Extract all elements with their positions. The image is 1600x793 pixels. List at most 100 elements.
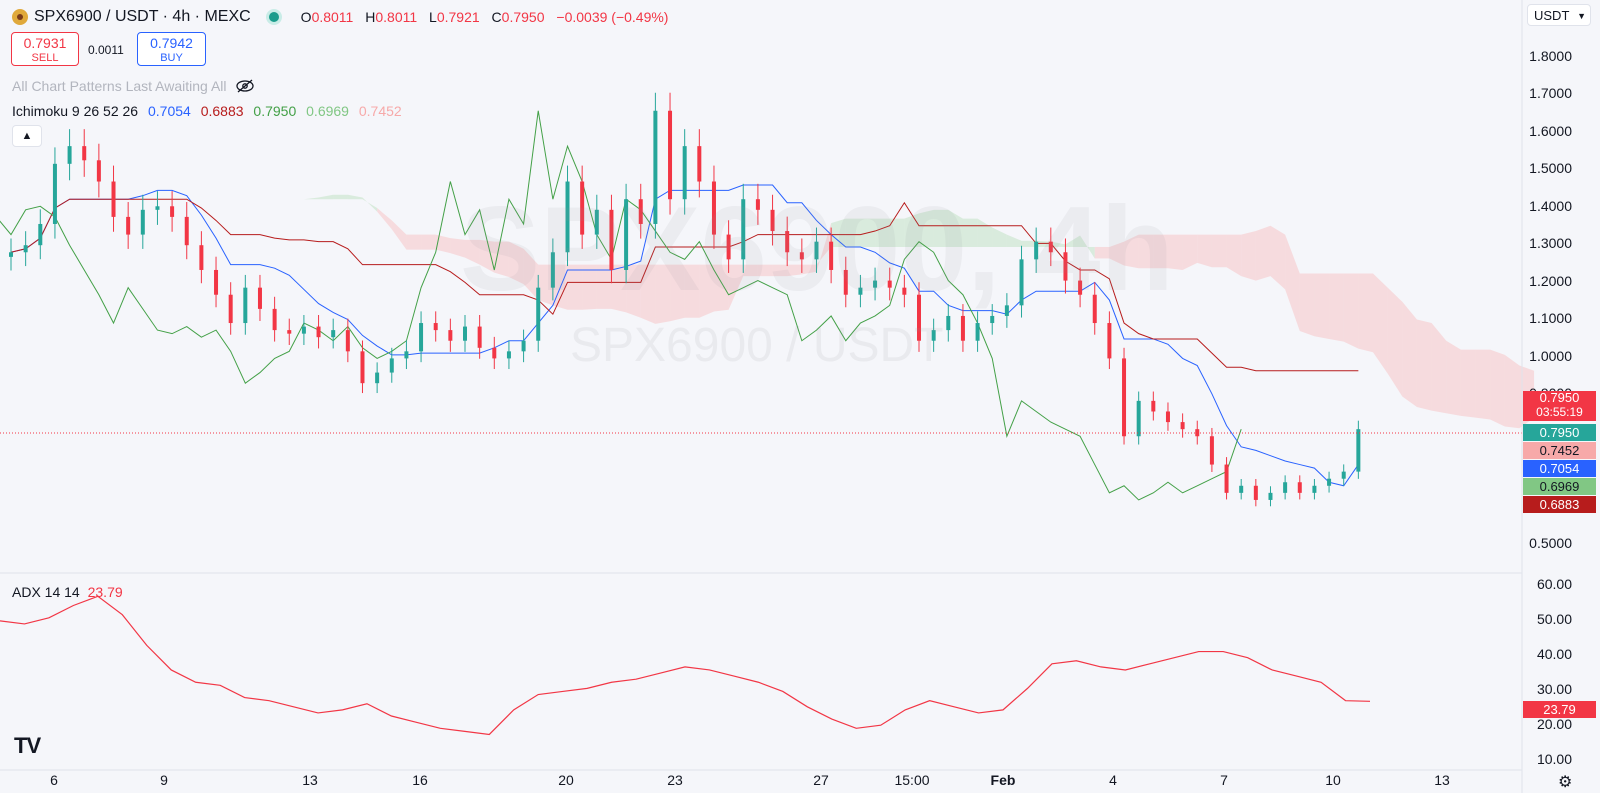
collapse-legend-button[interactable]: ▲: [12, 125, 42, 147]
tradingview-logo[interactable]: TV: [14, 733, 41, 758]
symbol-title[interactable]: SPX6900 / USDT · 4h · MEXC: [34, 8, 251, 25]
cloud-segment: [1182, 234, 1198, 270]
cloud-segment: [538, 264, 553, 306]
candle: [155, 206, 160, 210]
candle: [506, 351, 511, 359]
price-tick: 1.8000: [1529, 48, 1572, 64]
cloud-segment: [186, 248, 202, 253]
candle: [1253, 485, 1258, 500]
candle: [463, 326, 467, 341]
candle: [1180, 422, 1185, 430]
candle: [257, 287, 262, 309]
cloud-segment: [1329, 273, 1344, 342]
candle: [536, 287, 541, 341]
candle: [829, 241, 834, 270]
ichimoku-legend[interactable]: Ichimoku 9 26 52 26 0.7054 0.6883 0.7950…: [12, 103, 402, 119]
candle: [67, 146, 72, 164]
candle: [126, 216, 131, 235]
cloud-segment: [640, 264, 656, 324]
cloud-segment: [1416, 319, 1432, 411]
candle: [697, 146, 702, 182]
base-line: [10, 198, 1359, 372]
cloud-segment: [1460, 349, 1476, 418]
chevron-up-icon: ▲: [21, 130, 33, 142]
cloud-segment: [362, 197, 378, 212]
cloud-segment: [757, 264, 773, 277]
candle: [140, 209, 145, 235]
cloud-segment: [1197, 234, 1212, 268]
cloud-segment: [1402, 301, 1417, 408]
cloud-segment: [875, 218, 890, 247]
candle: [653, 110, 658, 224]
cloud-segment: [1006, 234, 1022, 247]
time-tick: 23: [667, 772, 683, 788]
cloud-segment: [1255, 225, 1271, 281]
cloud-segment: [333, 194, 348, 200]
market-status-icon: [268, 12, 279, 22]
candle: [580, 181, 585, 235]
cloud-segment: [1153, 234, 1168, 269]
cloud-segment: [728, 264, 744, 310]
cloud-segment: [1373, 273, 1388, 374]
candle: [770, 209, 775, 232]
currency-select[interactable]: USDT ▼: [1527, 4, 1591, 26]
lagging-span: [0, 110, 1242, 501]
cloud-segment: [1285, 234, 1300, 331]
candle: [360, 351, 365, 384]
sell-button[interactable]: 0.7931 SELL: [11, 32, 79, 66]
adx-legend[interactable]: ADX 14 14 23.79: [12, 584, 123, 600]
watermark-pair: SPX6900 / USDT: [570, 319, 944, 372]
price-change: −0.0039 (−0.49%): [556, 9, 669, 25]
adx-tick: 40.00: [1536, 646, 1572, 662]
candle: [975, 323, 980, 341]
cloud-segment: [303, 197, 319, 200]
candle: [1092, 294, 1097, 324]
candle: [1312, 485, 1317, 493]
buy-button[interactable]: 0.7942 BUY: [137, 32, 206, 66]
eye-off-icon[interactable]: [235, 78, 255, 94]
cloud-segment: [1358, 273, 1373, 353]
cloud-segment: [1446, 340, 1461, 416]
cloud-segment: [1138, 234, 1154, 269]
candle: [448, 330, 453, 341]
gear-icon[interactable]: ⚙: [1558, 774, 1573, 791]
candle: [375, 372, 380, 384]
cloud-segment: [831, 218, 846, 247]
cloud-segment: [919, 209, 934, 247]
candle: [990, 315, 995, 324]
cloud-segment: [377, 208, 392, 230]
base-badge: 0.6883: [1523, 496, 1596, 513]
cloud-segment: [567, 264, 583, 310]
candle: [1034, 241, 1039, 260]
candle: [404, 351, 409, 359]
candle: [1209, 436, 1214, 465]
candle: [23, 245, 28, 253]
candle: [917, 294, 921, 341]
cloud-segment: [465, 239, 480, 265]
cloud-segment: [508, 241, 524, 285]
cloud-segment: [1431, 323, 1447, 414]
conversion-badge: 0.7054: [1523, 460, 1596, 477]
time-tick: 4: [1109, 772, 1117, 788]
candle: [492, 347, 497, 359]
cloud-segment: [1299, 273, 1315, 337]
chart-patterns-indicator[interactable]: All Chart Patterns Last Awaiting All: [12, 78, 255, 94]
cloud-segment: [816, 223, 832, 272]
candle: [1165, 411, 1170, 423]
candle: [1151, 400, 1156, 412]
span-b-badge: 0.7452: [1523, 442, 1596, 459]
time-tick: 20: [558, 772, 574, 788]
candle: [960, 315, 965, 341]
candle: [741, 199, 746, 260]
candle: [170, 206, 175, 217]
candle: [184, 216, 189, 246]
candle: [668, 110, 673, 200]
candle: [287, 330, 292, 334]
time-tick: Feb: [990, 772, 1016, 788]
adx-badge: 23.79: [1523, 701, 1596, 718]
price-tick: 1.7000: [1529, 85, 1572, 101]
candle: [1136, 400, 1141, 437]
cloud-segment: [435, 234, 451, 254]
time-tick: 7: [1220, 772, 1228, 788]
